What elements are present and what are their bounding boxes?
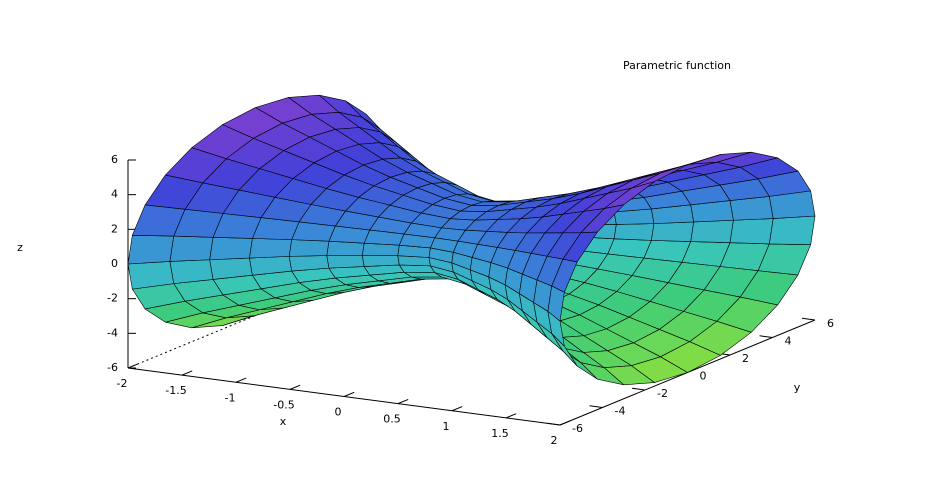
surface-patch (326, 255, 365, 269)
y-axis-label: y (794, 381, 801, 394)
surface-patch (132, 204, 186, 237)
surface-patch (288, 239, 330, 257)
x-tick-label: -1.5 (165, 384, 186, 397)
z-axis-label: z (17, 241, 23, 254)
x-tick (235, 377, 247, 383)
surface-patch (326, 240, 365, 256)
x-tick-label: 0 (335, 406, 342, 419)
y-tick (589, 405, 603, 408)
surface-patch (249, 238, 292, 259)
surface-patch (361, 255, 400, 267)
y-tick-label: 2 (742, 352, 749, 365)
z-tick-label: -4 (107, 326, 118, 339)
surface-patch (729, 218, 774, 245)
y-tick-label: 4 (785, 335, 792, 348)
x-tick-label: 2 (551, 434, 558, 447)
x-tick-label: -0.5 (273, 398, 294, 411)
base-edge (127, 262, 384, 369)
surface-patch (169, 259, 214, 284)
surface-patch (288, 255, 330, 272)
z-tick-label: 2 (111, 222, 118, 235)
surface-patch (551, 258, 578, 293)
y-tick-label: -4 (615, 405, 626, 418)
surface-patch (209, 236, 253, 261)
z-tick-label: -6 (107, 361, 118, 374)
z-tick-label: -2 (107, 292, 118, 305)
y-tick-label: -2 (657, 387, 668, 400)
y-tick (801, 317, 816, 321)
x-tick-label: 0.5 (383, 413, 401, 426)
surface-patch (127, 234, 175, 265)
z-tick-label: 6 (111, 153, 118, 166)
y-tick (759, 335, 773, 338)
z-tick-label: 0 (111, 257, 118, 270)
x-tick (505, 413, 517, 419)
x-tick (397, 398, 409, 405)
x-tick (343, 391, 355, 397)
surface-patch (768, 215, 816, 246)
x-tick (289, 384, 301, 390)
surface-patch (651, 221, 694, 242)
surface-patch (613, 223, 655, 241)
x-tick (127, 363, 139, 369)
z-tick-label: 4 (111, 188, 118, 201)
x-axis-label: x (280, 415, 287, 428)
x-tick (559, 420, 571, 426)
y-tick-label: -6 (572, 422, 583, 435)
x-tick-label: 1.5 (491, 427, 509, 440)
x-tick-label: -1 (225, 391, 236, 404)
x-tick (451, 406, 463, 412)
x-tick-label: 1 (443, 420, 450, 433)
surface-patch (169, 235, 214, 262)
x-tick-label: -2 (117, 377, 128, 390)
chart-title: Parametric function (623, 59, 731, 72)
surface-patch (690, 219, 734, 244)
x-tick (181, 370, 193, 376)
y-tick-label: 0 (700, 370, 707, 383)
y-tick (546, 422, 561, 426)
y-tick-label: 6 (827, 317, 834, 330)
y-tick (631, 387, 646, 391)
